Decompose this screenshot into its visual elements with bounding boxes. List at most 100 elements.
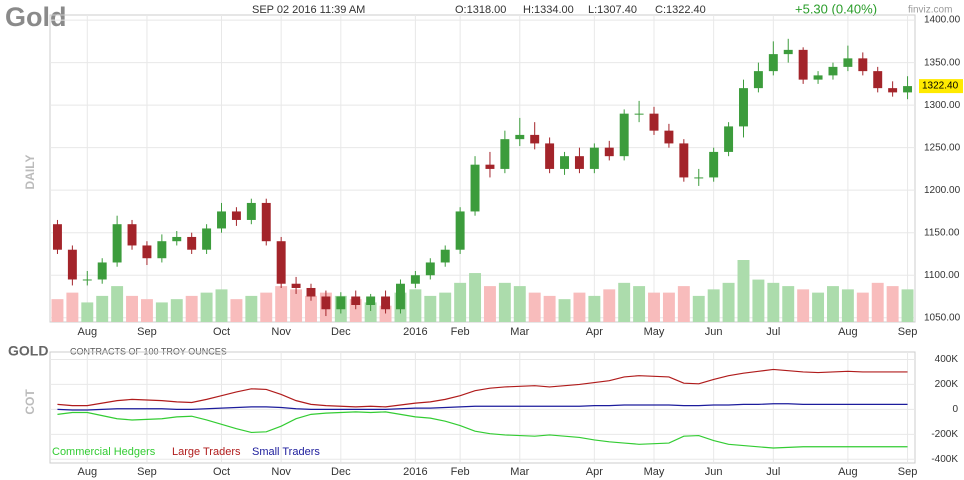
legend-entry: Large Traders: [172, 446, 241, 458]
volume-bar: [841, 289, 854, 322]
y-tick-label: 1200.00: [924, 185, 961, 196]
volume-bar: [797, 289, 810, 322]
y-tick-label: 200K: [935, 379, 959, 390]
title: Gold: [5, 2, 67, 32]
x-tick-label: Oct: [213, 326, 230, 338]
volume-bar: [215, 289, 228, 322]
candle-body: [67, 249, 77, 280]
volume-bar: [81, 302, 94, 322]
volume-bar: [454, 282, 467, 322]
volume-bar: [51, 299, 64, 322]
volume-bar: [140, 299, 153, 322]
candle-body: [306, 287, 316, 297]
volume-bar: [66, 292, 79, 322]
candle-body: [157, 241, 167, 259]
open: O:1318.00: [455, 4, 506, 16]
candle-body: [187, 236, 197, 250]
candle-body: [574, 156, 584, 169]
x-tick-label: Aug: [77, 466, 97, 478]
volume-bar: [856, 292, 869, 322]
candle-body: [679, 143, 689, 178]
y-tick-label: 1100.00: [924, 270, 960, 281]
volume-bar: [379, 305, 392, 322]
low: L:1307.40: [588, 4, 637, 16]
cot-subtitle: CONTRACTS OF 100 TROY OUNCES: [70, 346, 227, 356]
y-label: COT: [23, 389, 37, 415]
candle-body: [560, 156, 569, 169]
candle-body: [798, 49, 808, 80]
volume-bar: [483, 286, 496, 322]
candle-body: [321, 296, 331, 310]
series-line: [57, 403, 908, 411]
volume-bar: [126, 295, 138, 322]
legend-entry: Commercial Hedgers: [52, 446, 156, 458]
volume-bar: [543, 295, 556, 322]
candle-body: [589, 147, 599, 169]
x-tick-label: Sep: [898, 326, 918, 338]
volume-bar: [886, 286, 899, 322]
candle-body: [172, 236, 182, 242]
volume-bar: [349, 299, 362, 322]
candle-body: [202, 228, 212, 250]
candle-body: [82, 279, 92, 281]
x-tick-label: May: [644, 326, 665, 338]
candle-body: [545, 143, 555, 169]
x-tick-label: Nov: [271, 466, 291, 478]
volume-bar: [603, 289, 616, 322]
volume-bar: [782, 286, 795, 322]
volume-bar: [648, 292, 660, 322]
x-tick-label: Jul: [766, 466, 780, 478]
candle-body: [753, 71, 763, 89]
volume-bar: [692, 295, 705, 322]
candle-body: [381, 296, 391, 310]
candle-body: [843, 58, 853, 67]
volume-bar: [871, 282, 884, 322]
candle-body: [768, 54, 778, 72]
volume-bar: [677, 286, 690, 322]
x-tick-label: Mar: [510, 326, 529, 338]
candle-body: [515, 134, 525, 140]
x-tick-label: 2016: [403, 466, 427, 478]
candle-body: [231, 211, 241, 220]
candle-body: [634, 113, 644, 115]
volume-bar: [230, 299, 243, 322]
volume-bar: [96, 295, 109, 322]
x-tick-label: Dec: [331, 326, 351, 338]
candle-body: [366, 296, 376, 305]
volume-bar: [618, 282, 631, 322]
candle-body: [112, 224, 122, 263]
volume-bar: [170, 299, 183, 322]
volume-bar: [185, 295, 198, 322]
brand: finviz.com: [908, 5, 952, 16]
plot-frame: [49, 351, 916, 464]
candle-body: [440, 249, 450, 263]
candle-body: [828, 66, 838, 76]
y-tick-label: 1400.00: [924, 15, 961, 26]
candle-body: [52, 224, 62, 250]
y-tick-label: 1150.00: [924, 227, 960, 238]
volume-bar: [275, 286, 288, 322]
x-tick-label: Apr: [586, 326, 603, 338]
candle-body: [261, 202, 271, 242]
volume-bar: [722, 282, 735, 322]
candle-body: [276, 241, 286, 284]
y-tick-label: 400K: [935, 354, 959, 365]
candle-body: [425, 262, 435, 276]
volume-bar: [290, 289, 303, 322]
volume-bar: [901, 289, 914, 322]
candle-body: [619, 113, 629, 157]
candle-body: [142, 245, 152, 259]
cot-title: GOLD: [8, 343, 48, 359]
candle-body: [410, 275, 420, 284]
candle-body: [351, 296, 361, 305]
volume-bar: [528, 292, 541, 322]
volume-bar: [707, 289, 720, 322]
candle-body: [858, 58, 868, 72]
volume-bar: [513, 286, 526, 322]
candle-body: [396, 283, 405, 310]
volume-bar: [439, 292, 452, 322]
candle-body: [724, 126, 734, 152]
x-tick-label: Jun: [705, 326, 723, 338]
y-tick-label: -200K: [931, 429, 958, 440]
volume-bar: [111, 286, 124, 322]
